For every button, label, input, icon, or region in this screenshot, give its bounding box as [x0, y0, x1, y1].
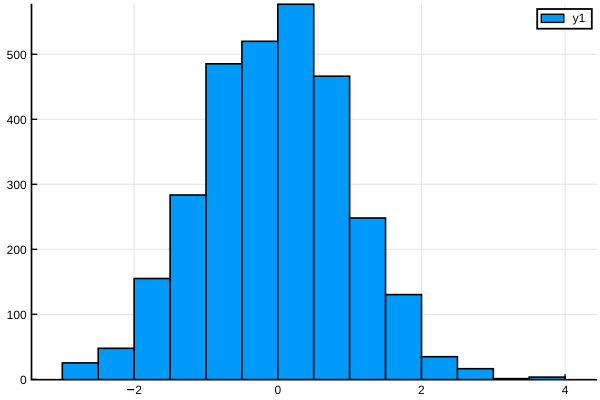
svg-text:0: 0	[20, 373, 27, 387]
svg-text:y1: y1	[573, 11, 586, 25]
svg-text:200: 200	[7, 243, 27, 257]
svg-text:100: 100	[7, 308, 27, 322]
svg-text:0: 0	[274, 383, 281, 397]
svg-text:4: 4	[562, 383, 569, 397]
svg-text:500: 500	[7, 48, 27, 62]
svg-text:300: 300	[7, 178, 27, 192]
svg-text:2: 2	[135, 383, 142, 397]
svg-text:400: 400	[7, 113, 27, 127]
svg-text:2: 2	[418, 383, 425, 397]
